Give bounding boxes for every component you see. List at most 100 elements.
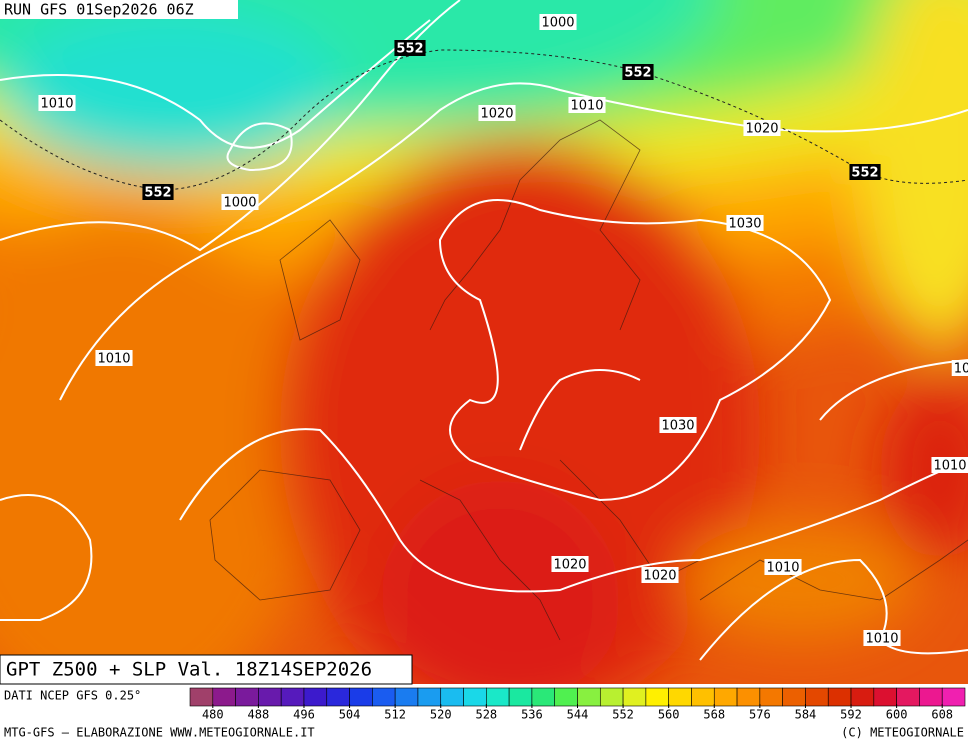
footer-right: (C) METEOGIORNALE <box>841 726 964 740</box>
contour-label-box <box>659 417 697 433</box>
contour-label-box <box>38 95 76 111</box>
run-label: RUN GFS 01Sep2026 06Z <box>4 1 194 19</box>
contour-label: 1020 <box>641 567 679 584</box>
map-field <box>0 0 968 684</box>
legend-swatch <box>850 687 875 707</box>
legend-swatch <box>235 687 259 707</box>
legend-swatch <box>531 687 556 707</box>
contour-label-text: 1020 <box>553 558 586 573</box>
contour-label-box <box>539 14 577 30</box>
legend-swatch <box>736 687 761 707</box>
contour-label-text: 552 <box>396 42 423 57</box>
legend-swatch <box>463 687 487 707</box>
legend-tick-label: 544 <box>567 708 589 722</box>
contour-label-text: 1010 <box>933 459 966 474</box>
coastlines <box>209 119 968 641</box>
contour-label: 1010 <box>863 630 901 647</box>
color-legend: 480 488 496 504 512 520 528 536 544 552 560 568 576 5… <box>189 687 966 722</box>
isobars <box>0 0 968 661</box>
contour-label-box <box>764 559 802 575</box>
contour-label: 1020 <box>743 120 781 137</box>
contour-labels: 1000 552 552 1010 1020 1010 1020 552 1000 552 1030… <box>38 14 968 647</box>
legend-swatch <box>394 687 419 707</box>
legend-tick-label: 536 <box>521 708 543 722</box>
legend-tick-label: 512 <box>384 708 406 722</box>
contour-label-text: 1010 <box>570 99 603 114</box>
contour-label-text: 552 <box>144 186 171 201</box>
contour-label-text: 1030 <box>728 217 761 232</box>
contour-label-box <box>931 457 968 473</box>
legend-swatch <box>554 687 578 707</box>
contour-label-box <box>394 40 426 56</box>
legend-tick-label: 528 <box>475 708 497 722</box>
contour-label: 552 <box>142 184 174 201</box>
legend-tick-label: 584 <box>795 708 817 722</box>
contour-label-box <box>726 215 764 231</box>
contour-label: 1010 <box>931 457 968 474</box>
contour-label-text: 1010 <box>865 632 898 647</box>
contour-label-text: 1020 <box>480 107 513 122</box>
map-title: GPT Z500 + SLP Val. 18Z14SEP2026 <box>6 659 372 681</box>
contour-label-box <box>863 630 901 646</box>
contour-label: 1010 <box>764 559 802 576</box>
title-box: GPT Z500 + SLP Val. 18Z14SEP2026 <box>0 654 413 685</box>
contour-label-box <box>951 360 968 376</box>
contour-label: 10 <box>951 360 968 377</box>
legend-swatch <box>440 687 464 707</box>
contour-label-text: 1010 <box>97 352 130 367</box>
legend-tick-label: 480 <box>202 708 224 722</box>
contour-label-text: 10 <box>954 362 968 377</box>
legend-swatch <box>805 687 829 707</box>
legend-tick-label: 600 <box>886 708 908 722</box>
legend-swatch <box>508 687 533 707</box>
legend-swatch <box>919 687 943 707</box>
contour-label-box <box>95 350 133 366</box>
run-box: RUN GFS 01Sep2026 06Z <box>0 0 238 19</box>
legend-tick-label: 592 <box>840 708 862 722</box>
contour-label: 1000 <box>539 14 577 31</box>
legend-swatch <box>280 687 305 707</box>
legend-swatch <box>873 687 897 707</box>
contour-label: 1020 <box>551 556 589 573</box>
contour-label: 1030 <box>659 417 697 434</box>
contour-label-box <box>622 64 654 80</box>
legend-swatch <box>372 687 396 707</box>
legend-swatch <box>782 687 806 707</box>
contour-label-text: 1030 <box>661 419 694 434</box>
legend-swatch <box>713 687 738 707</box>
contour-label: 1010 <box>95 350 133 367</box>
contour-label: 1020 <box>478 105 516 122</box>
legend-swatch <box>827 687 852 707</box>
legend-swatch <box>486 687 510 707</box>
legend-swatch <box>349 687 373 707</box>
legend-tick-label: 560 <box>658 708 680 722</box>
legend-swatch <box>759 687 783 707</box>
legend-tick-label: 568 <box>703 708 725 722</box>
contour-label-text: 1020 <box>643 569 676 584</box>
contour-label: 1000 <box>221 194 259 211</box>
legend-swatch <box>896 687 920 707</box>
legend-swatch <box>668 687 692 707</box>
contour-label-box <box>743 120 781 136</box>
legend-tick-label: 488 <box>248 708 270 722</box>
contour-label-text: 1000 <box>541 16 574 31</box>
contour-label-text: 1000 <box>223 196 256 211</box>
legend-swatch <box>645 687 669 707</box>
contour-label-box <box>221 194 259 210</box>
legend-swatch <box>189 687 214 707</box>
legend-tick-label: 504 <box>339 708 361 722</box>
legend-tick-label: 552 <box>612 708 634 722</box>
contour-label-box <box>641 567 679 583</box>
legend-swatch <box>417 687 442 707</box>
legend-swatch <box>941 687 966 707</box>
footer-left: MTG-GFS — ELABORAZIONE WWW.METEOGIORNALE… <box>4 726 315 740</box>
contour-label-box <box>849 164 881 180</box>
contour-label-text: 1020 <box>745 122 778 137</box>
contour-label: 552 <box>622 64 654 81</box>
legend-swatch <box>212 687 236 707</box>
legend-tick-label: 520 <box>430 708 452 722</box>
contour-label: 1030 <box>726 215 764 232</box>
contour-label: 552 <box>394 40 426 57</box>
legend-tick-label: 608 <box>931 708 953 722</box>
legend-swatch <box>303 687 328 707</box>
